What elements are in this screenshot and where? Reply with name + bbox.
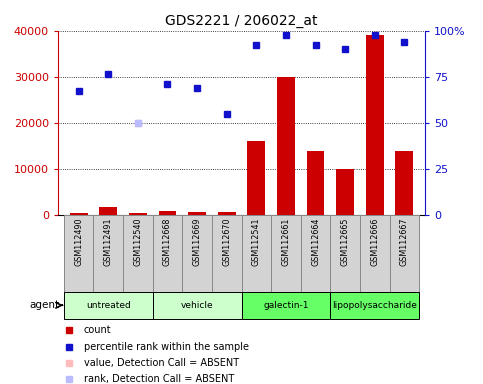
- Text: GSM112669: GSM112669: [193, 217, 201, 266]
- Bar: [218, 212, 236, 215]
- Text: GSM112666: GSM112666: [370, 217, 379, 266]
- Bar: [158, 211, 176, 215]
- Bar: [330, 292, 419, 319]
- Text: GSM112667: GSM112667: [400, 217, 409, 266]
- Text: untreated: untreated: [86, 301, 131, 310]
- Text: GSM112491: GSM112491: [104, 217, 113, 266]
- Text: GSM112661: GSM112661: [282, 217, 290, 266]
- Text: GSM112668: GSM112668: [163, 217, 172, 266]
- Bar: [271, 215, 301, 292]
- Text: GSM112541: GSM112541: [252, 217, 261, 266]
- Text: percentile rank within the sample: percentile rank within the sample: [84, 342, 249, 352]
- Bar: [366, 35, 384, 215]
- Bar: [242, 292, 330, 319]
- Bar: [129, 213, 147, 215]
- Text: lipopolysaccharide: lipopolysaccharide: [332, 301, 417, 310]
- Bar: [64, 215, 94, 292]
- Bar: [242, 215, 271, 292]
- Bar: [188, 212, 206, 215]
- Bar: [153, 215, 182, 292]
- Text: GSM112665: GSM112665: [341, 217, 350, 266]
- Text: value, Detection Call = ABSENT: value, Detection Call = ABSENT: [84, 358, 239, 368]
- Text: agent: agent: [29, 300, 59, 310]
- Bar: [70, 213, 87, 215]
- Text: count: count: [84, 326, 111, 336]
- Bar: [182, 215, 212, 292]
- Bar: [277, 77, 295, 215]
- Text: vehicle: vehicle: [181, 301, 213, 310]
- Bar: [336, 169, 354, 215]
- Title: GDS2221 / 206022_at: GDS2221 / 206022_at: [165, 14, 318, 28]
- Bar: [94, 215, 123, 292]
- Bar: [330, 215, 360, 292]
- Text: GSM112490: GSM112490: [74, 217, 83, 266]
- Bar: [153, 292, 242, 319]
- Text: GSM112664: GSM112664: [311, 217, 320, 266]
- Bar: [99, 207, 117, 215]
- Text: GSM112670: GSM112670: [222, 217, 231, 266]
- Bar: [396, 151, 413, 215]
- Bar: [360, 215, 389, 292]
- Bar: [64, 292, 153, 319]
- Bar: [212, 215, 242, 292]
- Text: rank, Detection Call = ABSENT: rank, Detection Call = ABSENT: [84, 374, 234, 384]
- Bar: [389, 215, 419, 292]
- Bar: [123, 215, 153, 292]
- Bar: [301, 215, 330, 292]
- Bar: [247, 141, 265, 215]
- Text: galectin-1: galectin-1: [263, 301, 309, 310]
- Text: GSM112540: GSM112540: [133, 217, 142, 266]
- Bar: [307, 151, 325, 215]
